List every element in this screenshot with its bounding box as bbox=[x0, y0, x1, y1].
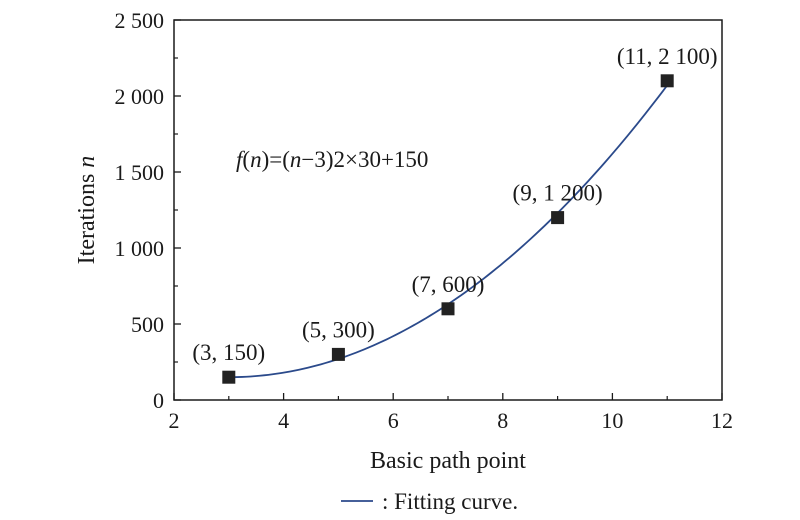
formula-var2: n bbox=[290, 147, 302, 172]
y-tick-label: 0 bbox=[153, 388, 164, 413]
y-tick-label: 1 000 bbox=[115, 236, 165, 261]
legend-label: : Fitting curve. bbox=[382, 489, 518, 514]
data-point-marker bbox=[222, 370, 236, 384]
data-point-marker bbox=[551, 211, 565, 225]
y-tick-label: 500 bbox=[131, 312, 164, 337]
y-axis-title-var: n bbox=[74, 156, 100, 168]
x-tick-label: 4 bbox=[278, 408, 289, 433]
data-point-labels: (3, 150) (5, 300) (7, 600) (9, 1 200) (11, 2… bbox=[192, 44, 717, 365]
data-markers bbox=[222, 74, 674, 384]
axis-ticks bbox=[173, 19, 723, 401]
y-tick-label: 2 000 bbox=[115, 84, 165, 109]
data-point-label: (3, 150) bbox=[192, 340, 265, 365]
x-axis-title: Basic path point bbox=[370, 448, 526, 474]
formula-func: f bbox=[236, 147, 246, 172]
legend: : Fitting curve. bbox=[341, 489, 518, 514]
x-tick-label: 8 bbox=[497, 408, 508, 433]
data-point-marker bbox=[331, 347, 345, 361]
axis-tick-labels: 2 4 6 8 10 12 0 500 1 000 1 500 2 000 2 500 bbox=[115, 8, 734, 433]
formula-paren-close: )=( bbox=[262, 147, 290, 172]
fitting-curve bbox=[228, 84, 668, 379]
data-point-label: (9, 1 200) bbox=[513, 181, 603, 206]
data-point-label: (7, 600) bbox=[412, 272, 485, 297]
y-tick-label: 2 500 bbox=[115, 8, 165, 33]
x-tick-label: 10 bbox=[601, 408, 623, 433]
data-point-marker bbox=[660, 74, 674, 88]
x-tick-label: 12 bbox=[711, 408, 733, 433]
x-tick-label: 2 bbox=[169, 408, 180, 433]
y-axis-title: Iterations n bbox=[74, 156, 100, 265]
y-axis-title-main: Iterations bbox=[74, 168, 100, 265]
data-point-label: (11, 2 100) bbox=[617, 44, 718, 69]
formula-var: n bbox=[250, 147, 262, 172]
data-point-label: (5, 300) bbox=[302, 317, 375, 342]
formula-paren-open: ( bbox=[242, 147, 250, 172]
data-point-marker bbox=[441, 302, 455, 316]
x-tick-label: 6 bbox=[388, 408, 399, 433]
formula-rest: −3)2×30+150 bbox=[301, 147, 428, 172]
fit-formula: f(n)=(n−3)2×30+150 bbox=[236, 147, 428, 172]
y-tick-label: 1 500 bbox=[115, 160, 165, 185]
